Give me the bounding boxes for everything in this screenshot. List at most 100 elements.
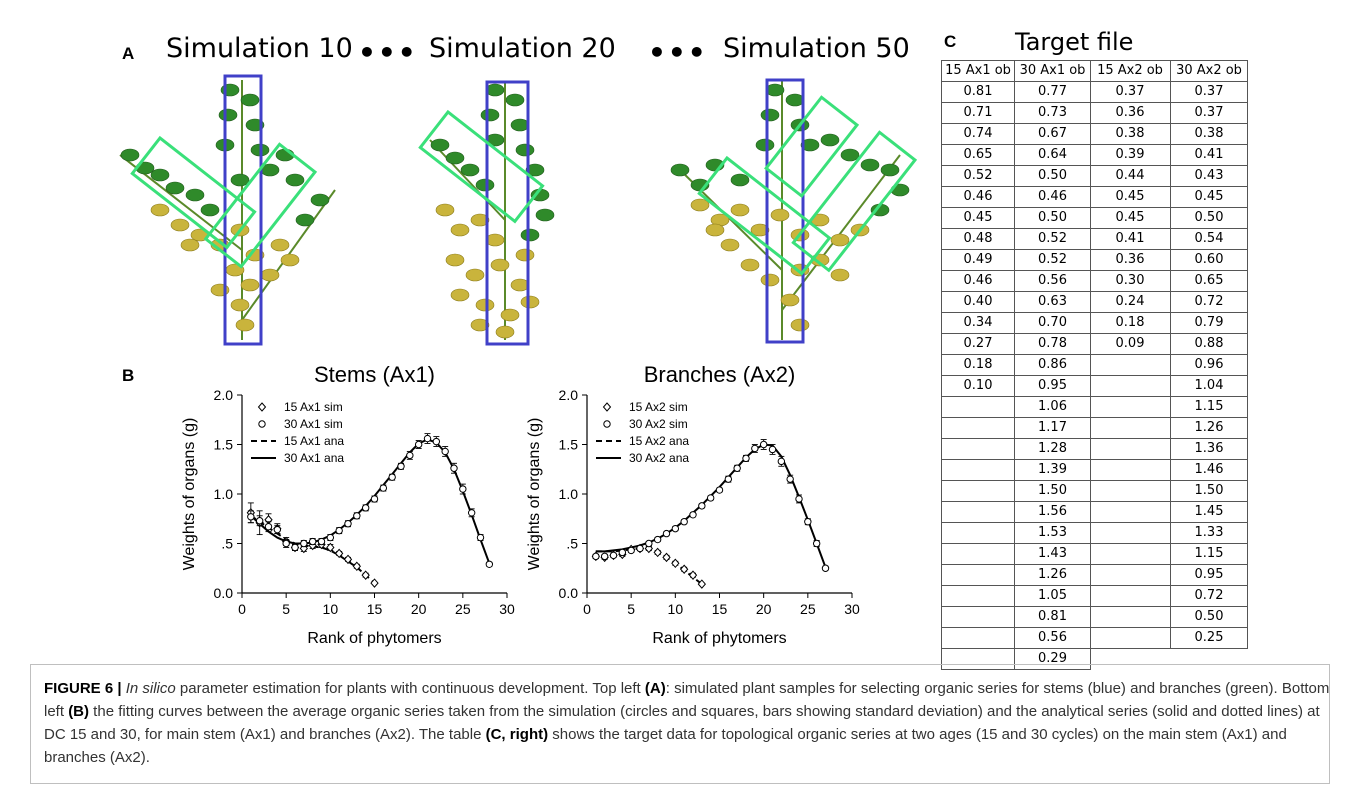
cell-15-ax1-ob bbox=[941, 564, 1015, 586]
cell-15-ax1-ob bbox=[941, 438, 1015, 460]
cell-30-ax1-ob: 0.56 bbox=[1014, 270, 1091, 292]
cell-30-ax1-ob: 1.06 bbox=[1014, 396, 1091, 418]
caption-box bbox=[30, 664, 1330, 784]
data-point-circle bbox=[273, 525, 282, 534]
data-point-diamond bbox=[688, 570, 698, 580]
data-point-circle bbox=[706, 494, 715, 502]
data-point-diamond bbox=[335, 548, 344, 559]
cell-15-ax1-ob bbox=[941, 627, 1015, 649]
data-point-circle bbox=[414, 440, 423, 449]
data-point-circle bbox=[353, 512, 361, 520]
data-point-circle bbox=[255, 517, 264, 525]
cell-15-ax1-ob: 0.34 bbox=[941, 312, 1015, 334]
data-point-circle bbox=[459, 485, 467, 493]
data-point-circle bbox=[768, 445, 777, 454]
data-point-circle bbox=[715, 486, 724, 494]
cell-15-ax2-ob bbox=[1090, 354, 1171, 376]
cell-30-ax2-ob: 0.43 bbox=[1170, 165, 1248, 187]
data-point-diamond bbox=[343, 554, 353, 565]
cell-15-ax2-ob bbox=[1090, 585, 1171, 607]
cell-30-ax2-ob: 0.88 bbox=[1170, 333, 1248, 355]
cell-15-ax2-ob bbox=[1090, 543, 1171, 565]
cell-15-ax1-ob bbox=[941, 543, 1015, 565]
cell-30-ax2-ob: 1.36 bbox=[1170, 438, 1248, 460]
data-point-circle bbox=[680, 518, 688, 526]
x-tick-label: 0 bbox=[238, 601, 246, 617]
cell-15-ax1-ob: 0.74 bbox=[941, 123, 1015, 145]
cell-30-ax1-ob: 0.63 bbox=[1014, 291, 1091, 313]
data-point-circle bbox=[609, 551, 618, 560]
legend-label: 30 Ax1 sim bbox=[284, 417, 343, 431]
legend-label: 15 Ax2 sim bbox=[629, 400, 688, 414]
x-tick-label: 5 bbox=[282, 601, 290, 617]
cell-30-ax2-ob: 1.33 bbox=[1170, 522, 1248, 544]
data-point-circle bbox=[627, 546, 635, 555]
y-tick-label: 1.5 bbox=[214, 437, 234, 453]
simulation-10-title: Simulation 10 bbox=[166, 33, 353, 64]
data-point-circle bbox=[821, 564, 830, 572]
plant-simulation-20 bbox=[418, 80, 555, 346]
cell-15-ax1-ob bbox=[941, 417, 1015, 439]
data-point-circle bbox=[344, 520, 352, 528]
target-table-ax2: 15 Ax2 ob 30 Ax2 ob 0.37 0.37 0.36 0.37 0.38 0… bbox=[1090, 60, 1248, 649]
data-point-circle bbox=[777, 457, 786, 466]
ellipsis-1: ••• bbox=[358, 36, 418, 69]
cell-15-ax2-ob bbox=[1090, 459, 1171, 481]
data-point-circle bbox=[476, 533, 485, 542]
caption-text-2: : simulated plant samples for selecting … bbox=[44, 680, 1330, 720]
data-point-circle bbox=[388, 473, 396, 481]
cell-30-ax2-ob: 0.37 bbox=[1170, 102, 1248, 124]
cell-30-ax1-ob: 1.43 bbox=[1014, 543, 1091, 565]
cell-15-ax2-ob: 0.41 bbox=[1090, 228, 1171, 250]
data-point-circle bbox=[423, 434, 432, 443]
x-tick-label: 30 bbox=[844, 601, 860, 617]
cell-15-ax2-ob bbox=[1090, 417, 1171, 439]
x-tick-label: 5 bbox=[627, 601, 635, 617]
cell-15-ax2-ob bbox=[1090, 501, 1171, 523]
y-axis-label: Weights of organs (g) bbox=[181, 418, 198, 571]
cell-30-ax2-ob: 1.15 bbox=[1170, 543, 1248, 565]
cell-15-ax2-ob bbox=[1090, 438, 1171, 460]
cell-30-ax2-ob: 0.79 bbox=[1170, 312, 1248, 334]
cell-30-ax2-ob: 0.37 bbox=[1170, 81, 1248, 103]
x-tick-label: 20 bbox=[756, 601, 772, 617]
cell-30-ax2-ob: 0.50 bbox=[1170, 207, 1248, 229]
cell-30-ax1-ob: 1.50 bbox=[1014, 480, 1091, 502]
chart-title: Branches (Ax2) bbox=[644, 362, 796, 387]
data-point-circle bbox=[432, 437, 441, 446]
x-tick-label: 30 bbox=[499, 601, 515, 617]
legend-marker-diamond bbox=[257, 402, 267, 412]
cell-30-ax2-ob: 0.41 bbox=[1170, 144, 1248, 166]
data-point-circle bbox=[742, 454, 750, 463]
data-point-circle bbox=[406, 451, 414, 460]
header-15-ax1-ob: 15 Ax1 ob bbox=[941, 60, 1015, 82]
y-tick-label: 2.0 bbox=[559, 387, 579, 403]
cell-15-ax2-ob bbox=[1090, 522, 1171, 544]
cell-15-ax2-ob bbox=[1090, 606, 1171, 628]
data-point-diamond bbox=[671, 558, 680, 569]
data-point-circle bbox=[662, 529, 671, 538]
data-point-circle bbox=[698, 502, 706, 510]
y-tick-label: 1.0 bbox=[559, 486, 579, 502]
cell-15-ax1-ob: 0.81 bbox=[941, 81, 1015, 103]
cell-30-ax2-ob: 1.15 bbox=[1170, 396, 1248, 418]
cell-15-ax1-ob: 0.40 bbox=[941, 291, 1015, 313]
caption-text-4: shows the target data for topological or… bbox=[44, 726, 1287, 766]
cell-30-ax1-ob: 0.67 bbox=[1014, 123, 1091, 145]
data-point-circle bbox=[653, 535, 662, 544]
data-point-diamond bbox=[680, 564, 689, 574]
data-point-diamond bbox=[352, 561, 361, 572]
plant-simulation-50 bbox=[670, 78, 918, 344]
cell-15-ax2-ob bbox=[1090, 627, 1171, 649]
cell-15-ax1-ob: 0.65 bbox=[941, 144, 1015, 166]
simulation-50-title: Simulation 50 bbox=[723, 33, 910, 64]
data-point-circle bbox=[282, 539, 290, 548]
data-point-circle bbox=[317, 537, 326, 546]
data-point-circle bbox=[467, 509, 476, 517]
cell-30-ax2-ob: 0.65 bbox=[1170, 270, 1248, 292]
data-point-diamond bbox=[697, 579, 706, 589]
cell-15-ax2-ob: 0.38 bbox=[1090, 123, 1171, 145]
y-tick-label: 1.5 bbox=[559, 437, 579, 453]
data-point-circle bbox=[300, 539, 308, 548]
cell-30-ax2-ob: 0.60 bbox=[1170, 249, 1248, 271]
